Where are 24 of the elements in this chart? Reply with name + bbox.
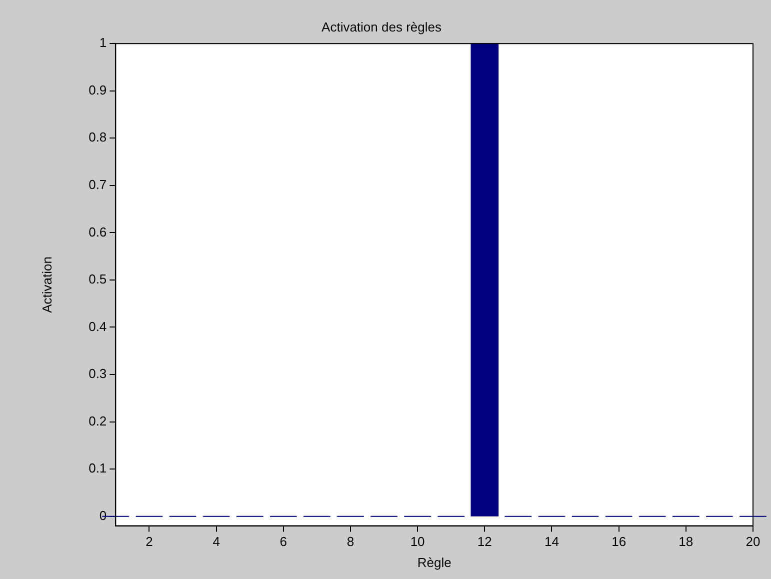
y-tick-label: 1 — [99, 35, 107, 50]
y-tick-label: 0.1 — [88, 460, 107, 476]
x-tick-label: 10 — [410, 534, 425, 550]
x-axis-title: Règle — [417, 554, 452, 570]
y-tick-label: 0.3 — [88, 366, 107, 382]
y-tick-label: 0.7 — [88, 177, 107, 192]
x-tick-label: 6 — [280, 534, 288, 550]
x-tick-label: 16 — [612, 534, 626, 550]
x-tick-label: 12 — [477, 534, 492, 550]
y-tick-label: 0.2 — [88, 413, 107, 428]
y-tick-label: 0.5 — [88, 272, 107, 287]
y-axis-title: Activation — [39, 256, 54, 313]
y-tick-label: 0.4 — [88, 318, 107, 334]
x-tick-label: 20 — [746, 534, 760, 550]
y-tick-label: 0.8 — [88, 130, 107, 145]
x-tick-label: 14 — [544, 534, 559, 550]
x-tick-label: 8 — [346, 534, 354, 550]
chart-title: Activation des règles — [322, 19, 442, 34]
y-tick-label: 0 — [99, 508, 107, 523]
x-tick-label: 4 — [212, 534, 220, 550]
x-tick-label: 18 — [678, 534, 694, 550]
x-tick-label: 2 — [146, 534, 153, 550]
y-tick-label: 0.9 — [88, 82, 107, 98]
y-tick-label: 0.6 — [88, 224, 107, 240]
